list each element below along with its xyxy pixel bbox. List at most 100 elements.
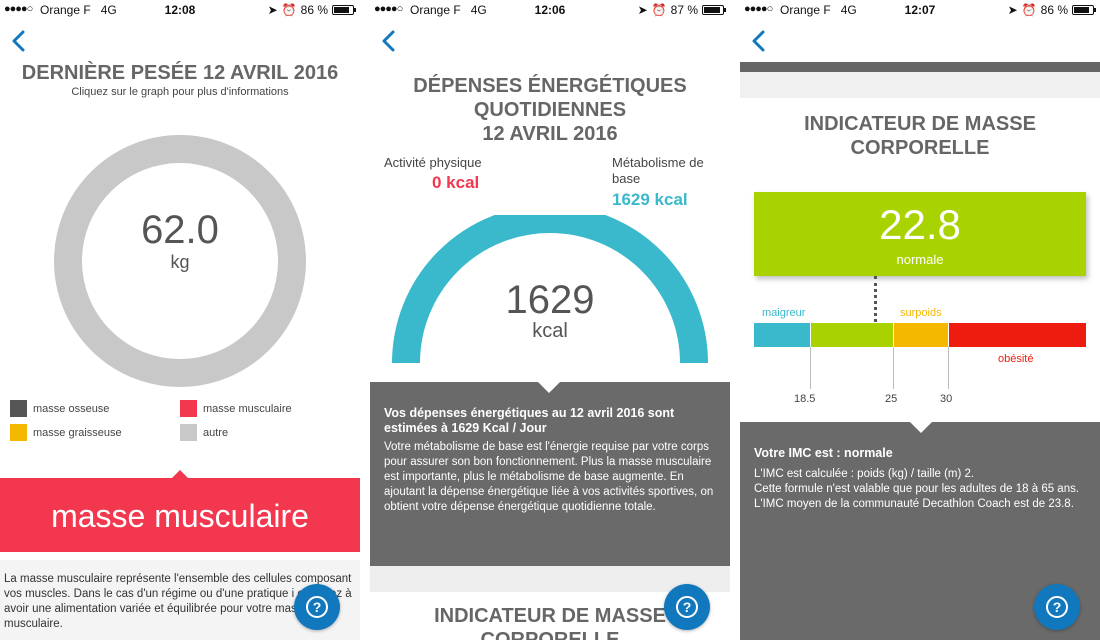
scale-label-maigreur: maigreur — [762, 307, 806, 319]
nav-bar — [0, 20, 360, 62]
energy-info-title: Vos dépenses énergétiques au 12 avril 20… — [384, 406, 675, 435]
scale-tick — [948, 347, 949, 389]
legend-item-autre: autre — [180, 424, 228, 441]
metabolism-label: Métabolisme de base — [612, 155, 704, 186]
title-line: INDICATEUR DE MASSE — [804, 113, 1036, 135]
battery-icon — [332, 5, 356, 15]
signal-dots: ●●●●○ — [4, 3, 33, 15]
carrier-label: Orange F 4G — [40, 3, 117, 17]
status-right: ➤ ⏰ 87 % — [637, 3, 726, 17]
legend-swatch — [180, 424, 197, 441]
weight-value: 62.0 — [141, 208, 219, 252]
energy-info-panel: Vos dépenses énergétiques au 12 avril 20… — [370, 382, 730, 566]
scale-tick — [893, 347, 894, 389]
description-text: La masse musculaire représente l'ensembl… — [4, 573, 352, 630]
section-divider — [740, 72, 1100, 98]
bmi-value: 22.8 — [879, 201, 961, 248]
alarm-icon: ⏰ — [651, 3, 667, 17]
energy-gauge — [392, 215, 708, 364]
bmi-info-title: Votre IMC est : normale — [754, 446, 893, 460]
screen-bmi: ●●●●○ Orange F 4G 12:07 ➤ ⏰ 86 % INDICAT… — [740, 0, 1100, 640]
legend-item-masse-osseuse: masse osseuse — [10, 400, 109, 417]
page-title: DERNIÈRE PESÉE 12 AVRIL 2016 — [21, 62, 339, 84]
title-line: QUOTIDIENNES — [473, 99, 627, 121]
legend-label: masse graisseuse — [33, 426, 122, 439]
status-right: ➤ ⏰ 86 % — [267, 3, 356, 17]
battery-icon — [702, 5, 726, 15]
battery-icon — [1072, 5, 1096, 15]
question-icon: ? — [306, 596, 328, 618]
legend-item-masse-graisseuse: masse graisseuse — [10, 424, 122, 441]
scale-tick-label: 18.5 — [794, 393, 816, 405]
scale-tick — [810, 347, 811, 389]
energy-total-unit: kcal — [532, 320, 568, 342]
title-line: INDICATEUR DE MASSE — [434, 605, 666, 627]
scale-segment-obesite — [949, 323, 1086, 347]
alarm-icon: ⏰ — [1021, 3, 1037, 17]
battery-percent: 87 % — [670, 3, 698, 17]
legend-label: masse musculaire — [203, 402, 292, 415]
scale-tick-label: 25 — [885, 393, 898, 405]
legend-swatch — [180, 400, 197, 417]
status-bar: ●●●●○ Orange F 4G 12:07 ➤ ⏰ 86 % — [740, 0, 1100, 20]
nav-bar — [740, 20, 1100, 62]
location-icon: ➤ — [267, 3, 278, 17]
screen-weight: ●●●●○ Orange F 4G 12:08 ➤ ⏰ 86 % DERNIÈR… — [0, 0, 360, 640]
location-icon: ➤ — [1007, 3, 1018, 17]
status-bar: ●●●●○ Orange F 4G 12:06 ➤ ⏰ 87 % — [370, 0, 730, 20]
signal-dots: ●●●●○ — [374, 3, 403, 15]
status-time: 12:07 — [904, 3, 936, 17]
previous-section-edge — [740, 62, 1100, 72]
legend-item-masse-musculaire: masse musculaire — [180, 400, 292, 417]
status-time: 12:06 — [534, 3, 566, 17]
battery-percent: 86 % — [300, 3, 328, 17]
activity-value: 0 kcal — [432, 173, 480, 192]
title-line: CORPORELLE — [480, 629, 620, 640]
bmi-pointer-line — [874, 276, 877, 334]
scale-label-obesite: obésité — [998, 353, 1034, 365]
status-time: 12:08 — [164, 3, 196, 17]
energy-total-value: 1629 — [505, 278, 595, 322]
scale-segment-surpoids — [894, 323, 948, 347]
screen-separator — [730, 0, 740, 640]
activity-label: Activité physique — [384, 155, 482, 170]
legend-swatch — [10, 400, 27, 417]
page-title: DÉPENSES ÉNERGÉTIQUES QUOTIDIENNES 12 AV… — [370, 74, 730, 146]
bmi-info-line: L'IMC est calculée : poids (kg) / taille… — [754, 468, 975, 480]
scale-segment-maigreur — [754, 323, 810, 347]
legend-swatch — [10, 424, 27, 441]
title-line: 12 AVRIL 2016 — [482, 123, 618, 145]
alarm-icon: ⏰ — [281, 3, 297, 17]
back-chevron-icon[interactable] — [748, 28, 770, 54]
bmi-category: normale — [896, 252, 944, 267]
next-section-title: INDICATEUR DE MASSE CORPORELLE — [370, 604, 730, 640]
title-line: DÉPENSES ÉNERGÉTIQUES — [413, 75, 687, 97]
back-chevron-icon[interactable] — [378, 28, 400, 54]
help-button[interactable]: ? — [1034, 584, 1080, 630]
carrier-label: Orange F 4G — [780, 3, 857, 17]
section-divider — [370, 566, 730, 592]
help-button[interactable]: ? — [664, 584, 710, 630]
legend-label: masse osseuse — [33, 402, 110, 415]
help-button[interactable]: ? — [294, 584, 340, 630]
nav-bar — [370, 20, 730, 62]
location-icon: ➤ — [637, 3, 648, 17]
bmi-info-line: Cette formule n'est valable que pour les… — [754, 483, 1080, 495]
metabolism-value: 1629 kcal — [612, 190, 688, 209]
page-subtitle: Cliquez sur le graph pour plus d'informa… — [71, 86, 289, 98]
signal-dots: ●●●●○ — [744, 3, 773, 15]
status-right: ➤ ⏰ 86 % — [1007, 3, 1096, 17]
energy-info-text: Votre métabolisme de base est l'énergie … — [384, 441, 714, 513]
scale-segment-normal — [811, 323, 893, 347]
selected-segment-banner: masse musculaire — [0, 470, 360, 552]
title-line: CORPORELLE — [850, 137, 990, 159]
scale-tick-label: 30 — [940, 393, 953, 405]
back-chevron-icon[interactable] — [8, 28, 30, 54]
bmi-value-card: 22.8 normale — [754, 192, 1086, 276]
page-title: INDICATEUR DE MASSE CORPORELLE — [740, 112, 1100, 160]
screen-energy: ●●●●○ Orange F 4G 12:06 ➤ ⏰ 87 % DÉPENSE… — [370, 0, 730, 640]
legend-label: autre — [203, 426, 229, 439]
scale-label-surpoids: surpoids — [900, 307, 942, 319]
bmi-info-line: L'IMC moyen de la communauté Decathlon C… — [754, 498, 1074, 510]
